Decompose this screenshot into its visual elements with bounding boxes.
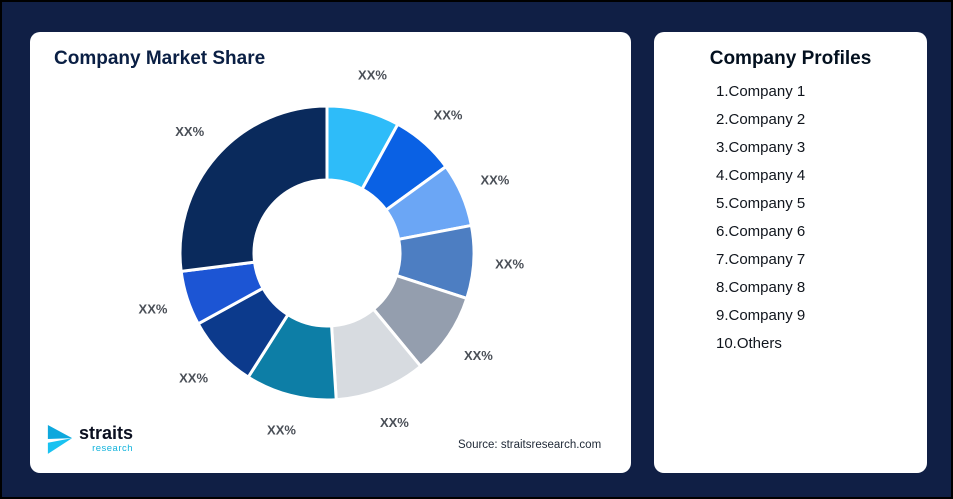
straits-research-logo: straits research bbox=[46, 422, 133, 456]
market-share-card: Company Market Share XX% XX% XX% XX% XX% XX% X… bbox=[30, 32, 631, 473]
list-item: 8.Company 8 bbox=[716, 279, 806, 296]
straits-logo-icon bbox=[47, 425, 73, 454]
list-item: 2.Company 2 bbox=[716, 111, 806, 128]
list-item: 4.Company 4 bbox=[716, 167, 806, 184]
profiles-list: 1.Company 1 2.Company 2 3.Company 3 4.Co… bbox=[716, 78, 915, 358]
logo-subbrand: research bbox=[92, 443, 134, 454]
logo-text: straits research bbox=[79, 424, 133, 454]
donut-segment-label-7: XX% bbox=[267, 422, 296, 437]
company-profiles-card: Company Profiles 1.Company 1 2.Company 2… bbox=[654, 32, 927, 473]
logo-brand: straits bbox=[79, 423, 134, 443]
donut-chart: XX% XX% XX% XX% XX% XX% XX% XX% XX% XX% bbox=[139, 68, 525, 438]
donut-segment-label-10: XX% bbox=[175, 124, 204, 139]
list-item: 9.Company 9 bbox=[716, 307, 806, 324]
donut-segment-label-8: XX% bbox=[179, 370, 208, 385]
donut-segment-label-4: XX% bbox=[495, 257, 524, 272]
profiles-title: Company Profiles bbox=[709, 48, 872, 69]
donut-segment-label-2: XX% bbox=[434, 108, 463, 123]
donut-segment-label-6: XX% bbox=[380, 415, 409, 430]
list-item: 10.Others bbox=[716, 335, 782, 352]
logo-arrow-upper bbox=[47, 425, 73, 439]
list-item: 5.Company 5 bbox=[716, 195, 806, 212]
list-item: 3.Company 3 bbox=[716, 139, 806, 156]
donut-segment-label-9: XX% bbox=[139, 302, 168, 317]
list-item: 6.Company 6 bbox=[716, 223, 806, 240]
donut-segment-label-3: XX% bbox=[480, 172, 509, 187]
chart-title: Company Market Share bbox=[54, 48, 266, 69]
source-text: Source: straitsresearch.com bbox=[458, 439, 602, 451]
donut-segment-label-1: XX% bbox=[358, 68, 387, 83]
logo-arrow-lower bbox=[47, 438, 73, 454]
donut-segment-10 bbox=[178, 104, 329, 273]
list-item: 7.Company 7 bbox=[716, 251, 806, 268]
donut-segment-label-5: XX% bbox=[464, 348, 493, 363]
list-item: 1.Company 1 bbox=[716, 83, 806, 100]
